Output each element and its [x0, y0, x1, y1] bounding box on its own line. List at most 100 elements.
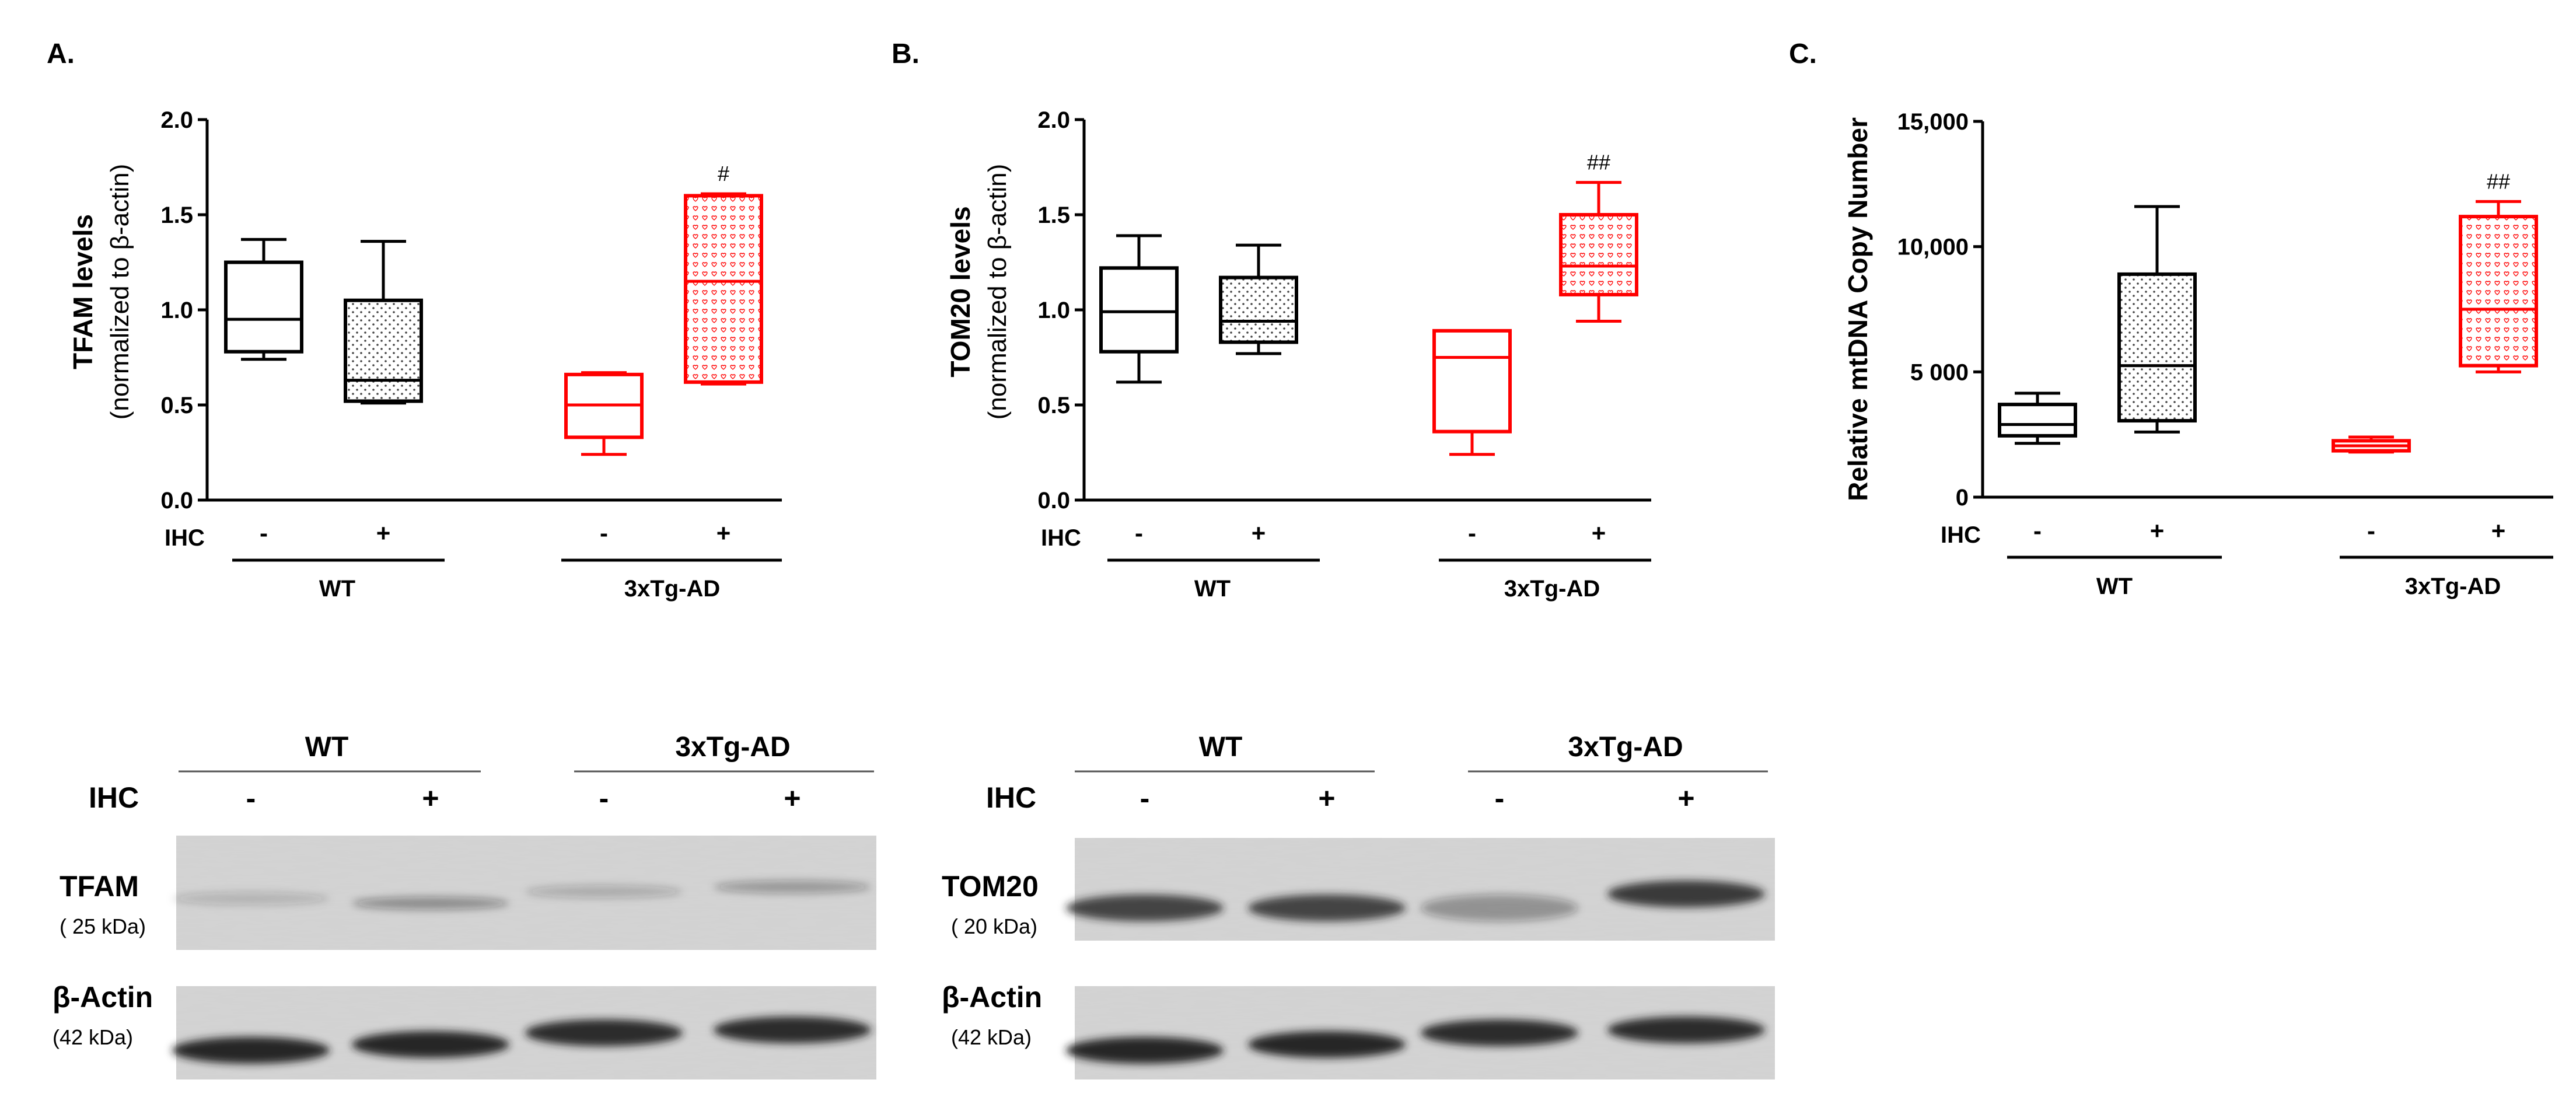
y-tick-label: 0.5 — [1037, 393, 1070, 418]
box-plot — [564, 371, 644, 456]
blot-lane-label: + — [1318, 782, 1335, 815]
ihc-label: IHC — [1041, 525, 1081, 551]
y-tick-label: 2.0 — [160, 107, 193, 133]
blot-band — [525, 885, 683, 898]
chart-panel-c: C. Relative mtDNA Copy Number IHC WT 3xT… — [1789, 39, 2553, 599]
blot-lane-label: + — [784, 782, 801, 815]
x-category-label: - — [2033, 517, 2042, 544]
panel-letter: A. — [47, 39, 75, 69]
blot-band — [1421, 895, 1578, 921]
box-iqr — [2459, 215, 2538, 368]
blot-band — [525, 1019, 683, 1046]
y-tick-label: 2.0 — [1037, 107, 1070, 133]
group-label-wt: WT — [1194, 576, 1231, 602]
chart-panel-b: B. TOM20 levels (normalized to β-actin) … — [892, 39, 1651, 602]
blot-band — [172, 1037, 330, 1064]
ihc-label: IHC — [1941, 522, 1981, 548]
blot-ihc-label: IHC — [986, 781, 1036, 814]
y-tick-label: 0.0 — [1037, 488, 1070, 513]
blot-strip — [1066, 838, 1775, 941]
blot-strip — [172, 986, 876, 1079]
y-tick-label: 10,000 — [1897, 235, 1969, 260]
blot-band — [1066, 895, 1224, 921]
y-axis-subtitle: (normalized to β-actin) — [106, 164, 134, 420]
blot-row-sublabel: ( 25 kDa) — [60, 914, 146, 938]
box-iqr — [684, 194, 763, 384]
blot-band — [1248, 1031, 1406, 1058]
y-tick-label: 5 000 — [1910, 359, 1969, 385]
blot-band — [172, 892, 330, 905]
y-tick-label: 15,000 — [1897, 109, 1969, 135]
blot-lane-label: - — [599, 782, 609, 815]
group-label-3xtg: 3xTg-AD — [624, 576, 720, 602]
blot-band — [1421, 1019, 1578, 1046]
blot-band — [1607, 881, 1765, 907]
y-tick-label: 0 — [1956, 485, 1969, 511]
ihc-label: IHC — [165, 525, 205, 551]
x-category-label: - — [600, 519, 608, 547]
box-iqr — [1099, 266, 1179, 354]
y-tick-label: 1.5 — [1037, 202, 1070, 228]
y-tick-label: 1.0 — [1037, 298, 1070, 323]
group-label-3xtg: 3xTg-AD — [2405, 574, 2501, 599]
blot-band — [1248, 895, 1406, 921]
box-plot — [344, 240, 423, 405]
blot-band — [714, 1016, 871, 1043]
box-plot: ## — [1559, 151, 1638, 323]
x-category-label: + — [716, 519, 731, 547]
box-iqr — [2117, 272, 2197, 423]
blot-row-label: TFAM — [60, 870, 139, 903]
panel-letter: B. — [892, 39, 920, 69]
y-tick-label: 1.0 — [160, 298, 193, 323]
x-category-label: - — [260, 519, 268, 547]
chart-panel-a: A. TFAM levels (normalized to β-actin) I… — [47, 39, 782, 602]
y-axis-title: TOM20 levels — [945, 206, 976, 377]
blot-group-3xtg: 3xTg-AD — [1568, 732, 1683, 763]
blot-row-sublabel: (42 kDa) — [951, 1025, 1032, 1049]
western-blot-tfam: WT 3xTg-AD IHC TFAM ( 25 kDa) β-Actin (4… — [53, 732, 876, 1079]
box-plot — [224, 237, 303, 361]
x-category-label: - — [1468, 519, 1476, 547]
box-plot: ## — [2459, 169, 2538, 373]
y-axis-title: Relative mtDNA Copy Number — [1843, 117, 1873, 501]
box-plot — [1432, 329, 1512, 456]
group-label-wt: WT — [2096, 574, 2133, 599]
blot-lane-label: - — [246, 782, 256, 815]
blot-row-label: β-Actin — [942, 981, 1042, 1014]
x-category-label: + — [376, 519, 391, 547]
blot-band — [1607, 1016, 1765, 1043]
significance-marker: ## — [1587, 151, 1610, 174]
blot-row-sublabel: ( 20 kDa) — [951, 914, 1037, 938]
blot-lane-label: + — [422, 782, 439, 815]
blot-row-label: TOM20 — [942, 870, 1039, 903]
western-blot-tom20: WT 3xTg-AD IHC TOM20 ( 20 kDa) β-Actin (… — [942, 732, 1775, 1079]
box-iqr — [1219, 275, 1298, 344]
x-category-label: + — [1592, 519, 1606, 547]
blot-lane-label: - — [1140, 782, 1150, 815]
box-iqr — [1998, 403, 2077, 438]
y-tick-label: 0.0 — [160, 488, 193, 513]
y-tick-label: 1.5 — [160, 202, 193, 228]
box-plot — [1219, 243, 1298, 355]
blot-band — [714, 881, 871, 893]
panel-letter: C. — [1789, 39, 1817, 69]
blot-band — [352, 1031, 509, 1058]
box-iqr — [1432, 329, 1512, 434]
blot-group-wt: WT — [1199, 732, 1243, 763]
blot-ihc-label: IHC — [89, 781, 139, 814]
y-axis-title: TFAM levels — [68, 214, 98, 369]
box-iqr — [344, 298, 423, 403]
box-plot — [1998, 392, 2077, 445]
blot-row-label: β-Actin — [53, 981, 153, 1014]
y-axis-subtitle: (normalized to β-actin) — [983, 164, 1012, 420]
x-category-label: + — [2150, 517, 2165, 544]
x-category-label: - — [1135, 519, 1143, 547]
y-tick-label: 0.5 — [160, 393, 193, 418]
blot-band — [1066, 1037, 1224, 1064]
blot-strip — [172, 836, 876, 950]
group-label-wt: WT — [319, 576, 355, 602]
x-category-label: + — [2491, 517, 2506, 544]
blot-row-sublabel: (42 kDa) — [53, 1025, 133, 1049]
significance-marker: # — [718, 162, 729, 186]
